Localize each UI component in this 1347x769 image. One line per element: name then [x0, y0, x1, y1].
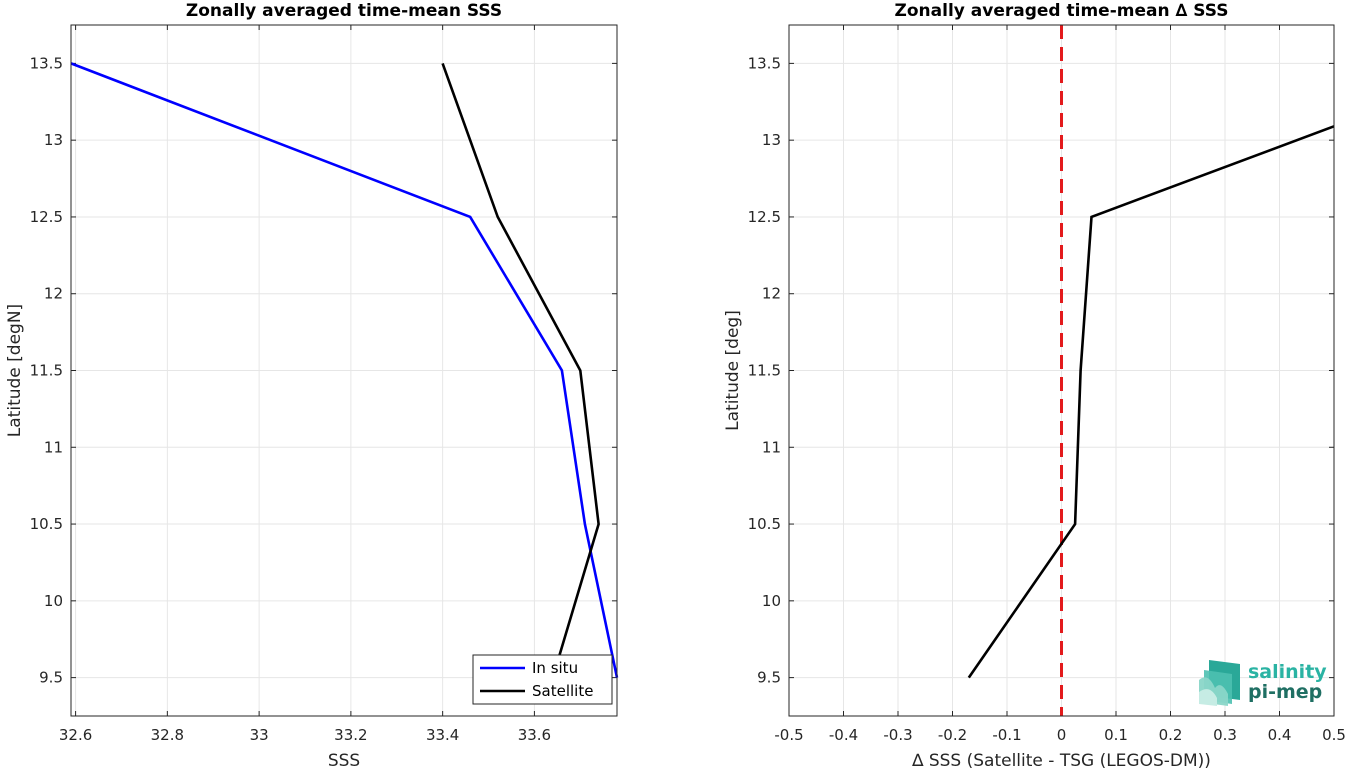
x-axis-label: SSS	[328, 751, 360, 769]
x-tick-label: -0.2	[938, 726, 967, 744]
axes-box	[788, 24, 1335, 717]
x-tick-label: 0	[1057, 726, 1067, 744]
x-tick-label: 32.6	[59, 726, 92, 744]
wave-icon	[1199, 660, 1240, 706]
y-tick-label: 11.5	[30, 362, 63, 380]
y-axis-label: Latitude [degN]	[5, 304, 25, 437]
y-tick-label: 13.5	[748, 54, 781, 72]
x-tick-label: 33	[250, 726, 269, 744]
y-tick-label: 13	[762, 131, 781, 149]
series-line-delta-sss	[967, 125, 1335, 679]
chart-title: Zonally averaged time-mean ∆ SSS	[895, 1, 1229, 21]
y-tick-label: 12	[44, 285, 63, 303]
y-tick-label: 13.5	[30, 54, 63, 72]
y-tick-label: 9.5	[39, 669, 63, 687]
x-tick-label: 0.4	[1268, 726, 1292, 744]
x-tick-label: -0.1	[992, 726, 1021, 744]
x-tick-label: -0.5	[774, 726, 803, 744]
sss-panel: 32.6 32.8 33 33.2 33.4 33.6 9.5 10 10.5 11 11.5 12 1…	[5, 1, 619, 769]
y-tick-label: 12.5	[30, 208, 63, 226]
y-tick-label: 9.5	[757, 669, 781, 687]
axes-box	[70, 24, 618, 717]
logo-text-pi-mep: pi-mep	[1248, 681, 1322, 703]
logo-text-salinity: salinity	[1248, 661, 1327, 683]
legend-label: In situ	[532, 659, 578, 677]
y-tick-label: 11	[762, 438, 781, 456]
x-tick-label: 33.6	[518, 726, 551, 744]
legend-box	[472, 654, 613, 705]
y-tick-label: 12.5	[748, 208, 781, 226]
x-axis-label: ∆ SSS (Satellite - TSG (LEGOS-DM))	[911, 751, 1211, 769]
legend-label: Satellite	[532, 682, 593, 700]
series-line-satellite	[441, 62, 600, 678]
x-tick-label: 33.4	[426, 726, 459, 744]
x-tick-label: 33.2	[334, 726, 367, 744]
y-tick-label: 13	[44, 131, 63, 149]
y-axis-label: Latitude [deg]	[723, 310, 743, 431]
series-line-in-situ	[70, 62, 619, 678]
x-tick-label: 0.2	[1159, 726, 1183, 744]
x-tick-label: -0.4	[829, 726, 858, 744]
chart-title: Zonally averaged time-mean SSS	[186, 1, 502, 21]
x-tick-label: 32.8	[151, 726, 184, 744]
y-tick-label: 10	[762, 592, 781, 610]
x-tick-label: 0.1	[1104, 726, 1128, 744]
delta-sss-panel: -0.5 -0.4 -0.3 -0.2 -0.1 0 0.1 0.2 0.3 0.4 0.5 9.5 1…	[723, 1, 1346, 769]
y-tick-label: 10.5	[748, 515, 781, 533]
y-tick-label: 10	[44, 592, 63, 610]
y-tick-label: 11	[44, 438, 63, 456]
y-tick-label: 10.5	[30, 515, 63, 533]
y-tick-label: 12	[762, 285, 781, 303]
legend: In situ Satellite	[472, 654, 613, 705]
x-tick-label: 0.5	[1322, 726, 1346, 744]
x-tick-label: -0.3	[883, 726, 912, 744]
salinity-pi-mep-logo: salinity pi-mep	[1199, 660, 1327, 706]
x-tick-label: 0.3	[1213, 726, 1237, 744]
y-tick-label: 11.5	[748, 362, 781, 380]
